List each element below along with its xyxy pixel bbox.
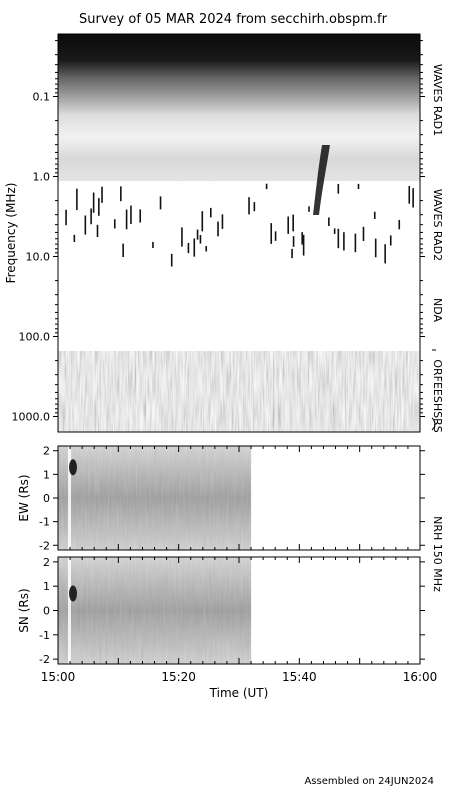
chart-title: Survey of 05 MAR 2024 from secchirh.obsp… [79,12,388,27]
nda-band [58,268,420,351]
nrh-y-tick-label: -2 [39,539,50,552]
nrh-y-tick-label: 2 [43,556,50,569]
nrh-y-tick-label: -1 [39,629,50,642]
spectrogram-frame [57,33,421,433]
nrh-artifact [68,557,71,664]
instrument-label: WAVES RAD1 [431,64,444,136]
nrh-panels: 2 1 0 -1 -2 EW (Rs) 2 1 0 -1 -2 SN (Rs) [17,445,425,666]
instrument-label: WAVES RAD2 [431,189,444,261]
y-tick-label: 1.0 [33,171,51,184]
spectrogram-y-ticks: 0.1 1.0 10.0 100.0 1000.0 [12,40,425,424]
y-tick-label: 10.0 [26,251,51,264]
nrh-source [69,585,77,602]
nrh-y-tick-label: 1 [43,468,50,481]
nrh-texture [58,557,252,664]
nrh-label: NRH 150 MHz [431,516,444,592]
nrh-y-tick-label: 0 [43,492,50,505]
nrh-ylabel: EW (Rs) [17,474,31,521]
x-tick-label: 16:00 [403,670,438,684]
nrh-y-tick-label: -2 [39,653,50,666]
orfees-band [58,351,420,432]
nrh-y-tick-label: 1 [43,580,50,593]
rad2-band [58,181,420,268]
spectrogram-panel: 0.1 1.0 10.0 100.0 1000.0 Frequency (MHz) WA… [4,33,444,433]
instrument-label: ORFEESHSRS [431,359,444,432]
nrh-source [69,459,77,476]
nrh-ylabel: SN (Rs) [17,588,31,632]
nrh-artifact [68,446,71,550]
instrument-bracket [431,349,436,431]
footer-note: Assembled on 24JUN2024 [304,776,434,787]
instrument-labels: WAVES RAD1 WAVES RAD2 NDA ORFEESHSRS [431,64,444,433]
y-tick-label: 100.0 [19,331,51,344]
nrh-panel-2: 2 1 0 -1 -2 SN (Rs) [17,556,425,666]
type-iii-burst [313,145,330,215]
instrument-label: NDA [431,298,444,323]
nrh-y-tick-label: 2 [43,445,50,458]
x-axis: 15:00 15:20 15:40 16:00 [41,670,438,684]
nrh-texture [58,446,252,550]
x-tick-label: 15:00 [41,670,76,684]
y-tick-label: 1000.0 [12,411,51,424]
spectrogram-ylabel: Frequency (MHz) [4,183,18,284]
nrh-panel-1: 2 1 0 -1 -2 EW (Rs) [17,445,425,552]
rad1-band [58,34,420,181]
x-tick-label: 15:20 [161,670,196,684]
nrh-y-tick-label: -1 [39,516,50,529]
x-axis-label: Time (UT) [209,686,269,700]
y-tick-label: 0.1 [33,91,51,104]
rad2-burst-marks [65,183,414,267]
nrh-y-tick-label: 0 [43,605,50,618]
x-tick-label: 15:40 [282,670,317,684]
